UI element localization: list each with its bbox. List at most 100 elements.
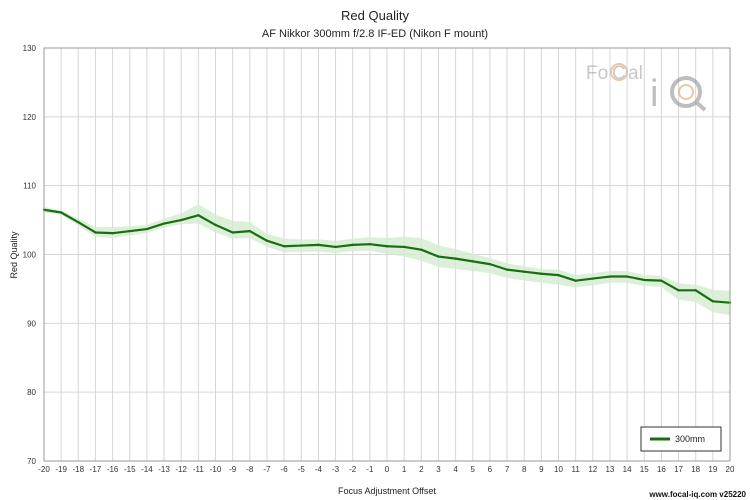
y-tick-label: 90 [27, 319, 36, 328]
x-tick-label: 7 [505, 465, 510, 474]
x-tick-label: -9 [229, 465, 237, 474]
x-tick-label: -20 [38, 465, 50, 474]
x-tick-label: -18 [73, 465, 85, 474]
data-point [420, 248, 423, 251]
x-tick-label: 0 [385, 465, 390, 474]
legend-label-300mm: 300mm [675, 434, 705, 444]
data-point [214, 223, 217, 227]
x-tick-label: -13 [158, 465, 170, 474]
data-point [282, 245, 286, 248]
x-tick-label: 8 [522, 465, 527, 474]
x-tick-label: -8 [246, 465, 254, 474]
svg-text:Fo: Fo [586, 63, 608, 84]
y-tick-label: 130 [23, 44, 37, 53]
magnifier-icon [670, 76, 702, 108]
data-point [231, 231, 234, 234]
x-tick-label: -3 [332, 465, 340, 474]
y-tick-label: 80 [27, 388, 36, 397]
x-tick-label: 6 [488, 465, 493, 474]
data-point [694, 289, 697, 292]
data-point [625, 275, 629, 278]
chart-subtitle: AF Nikkor 300mm f/2.8 IF-ED (Nikon F mou… [262, 28, 488, 40]
data-point [317, 243, 320, 247]
data-point [128, 229, 131, 233]
legend: 300mm [640, 426, 722, 452]
plot-frame [43, 47, 731, 462]
data-point [334, 245, 337, 249]
data-point [351, 243, 354, 247]
x-tick-label: -6 [281, 465, 289, 474]
grid-lines [43, 47, 731, 462]
x-tick-label: 5 [471, 465, 476, 474]
y-axis-label: Red Quality [9, 231, 19, 279]
data-point [197, 214, 200, 217]
data-point [643, 278, 646, 282]
x-tick-label: -15 [124, 465, 136, 474]
data-point [591, 277, 594, 280]
data-point [505, 268, 509, 271]
x-tick-label: 15 [640, 465, 649, 474]
x-tick-label: -10 [210, 465, 222, 474]
x-tick-label: -5 [298, 465, 306, 474]
data-point [660, 279, 663, 282]
data-point [111, 231, 114, 235]
svg-text:al: al [628, 63, 643, 84]
x-tick-label: 12 [588, 465, 597, 474]
y-tick-label: 70 [27, 457, 36, 466]
x-tick-label: 13 [605, 465, 614, 474]
x-tick-label: -14 [141, 465, 153, 474]
data-point [574, 279, 577, 282]
x-tick-label: 17 [674, 465, 683, 474]
data-point [540, 272, 543, 275]
data-point [523, 270, 526, 273]
data-point [471, 260, 474, 263]
x-tick-label: 1 [402, 465, 407, 474]
x-tick-label: -1 [366, 465, 374, 474]
data-point [77, 220, 80, 224]
data-point [488, 262, 492, 266]
data-point [368, 242, 372, 246]
data-point [265, 239, 269, 242]
data-point [402, 245, 406, 249]
x-tick-label: -17 [90, 465, 102, 474]
x-tick-label: 4 [453, 465, 458, 474]
data-point [145, 227, 149, 231]
x-tick-label: 11 [571, 465, 580, 474]
focal-iq-logo: Fo C al i [586, 63, 707, 115]
x-tick-label: 18 [691, 465, 700, 474]
x-tick-label: -19 [55, 465, 67, 474]
data-point [385, 245, 389, 248]
svg-text:C: C [612, 63, 626, 84]
x-tick-label: 10 [554, 465, 563, 474]
x-tick-label: -4 [315, 465, 323, 474]
data-point [162, 222, 166, 225]
logo-lens-ring-icon [610, 63, 628, 81]
x-tick-label: 3 [436, 465, 441, 474]
x-axis-label: Focus Adjustment Offset [338, 486, 436, 496]
data-point [94, 231, 97, 234]
data-point [437, 255, 440, 258]
svg-text:i: i [650, 73, 658, 115]
data-point [557, 273, 560, 277]
x-tick-label: -12 [175, 465, 187, 474]
y-tick-label: 110 [23, 182, 36, 191]
x-tick-label: -7 [263, 465, 271, 474]
legend-box [640, 426, 722, 452]
x-tick-label: -16 [107, 465, 119, 474]
y-tick-label: 120 [23, 113, 37, 122]
x-tick-label: 14 [623, 465, 632, 474]
x-tick-label: -2 [349, 465, 357, 474]
x-tick-label: 9 [539, 465, 544, 474]
x-tick-label: 2 [419, 465, 424, 474]
data-point [454, 257, 457, 260]
confidence-band-group [44, 204, 730, 316]
x-tick-label: 16 [657, 465, 666, 474]
data-point [59, 211, 63, 214]
confidence-band-300mm [44, 204, 730, 316]
x-tick-label: 20 [726, 465, 735, 474]
data-point [711, 300, 715, 303]
y-tick-labels: 70 80 90 100 110 120 130 [23, 44, 37, 466]
data-point [677, 289, 680, 292]
data-point [180, 218, 183, 222]
